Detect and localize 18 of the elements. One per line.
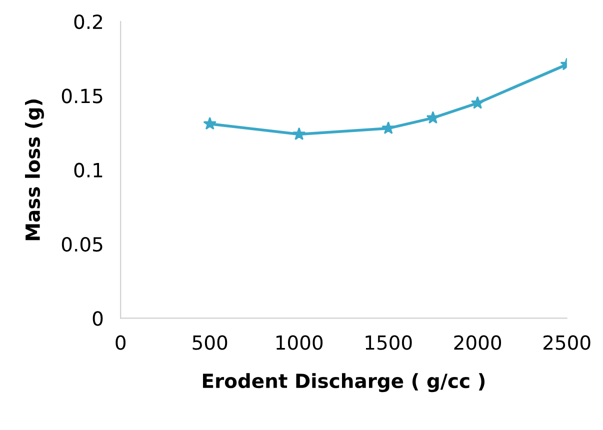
point [426,110,440,124]
point [470,96,484,109]
y-axis-title: Mass loss (g) [25,100,44,240]
x-tick-label: 1000 [276,335,323,350]
y-tick-label: 0.15 [62,88,102,104]
point [382,121,395,134]
y-tick-label: 0 [92,311,103,326]
x-axis-title: Erodent Discharge ( g/cc ) [203,373,485,392]
x-tick-label: 0 [116,335,126,350]
y-tick-label: 0.05 [62,236,102,252]
x-tick-label: 1500 [366,335,412,350]
point [292,127,306,140]
y-tick-label: 0.2 [74,14,102,30]
point [203,116,216,130]
x-tick-label: 500 [192,335,228,350]
x-tick-label: 2000 [454,335,502,350]
y-tick-label: 0.1 [74,162,102,178]
x-tick-label: 2500 [544,335,590,350]
